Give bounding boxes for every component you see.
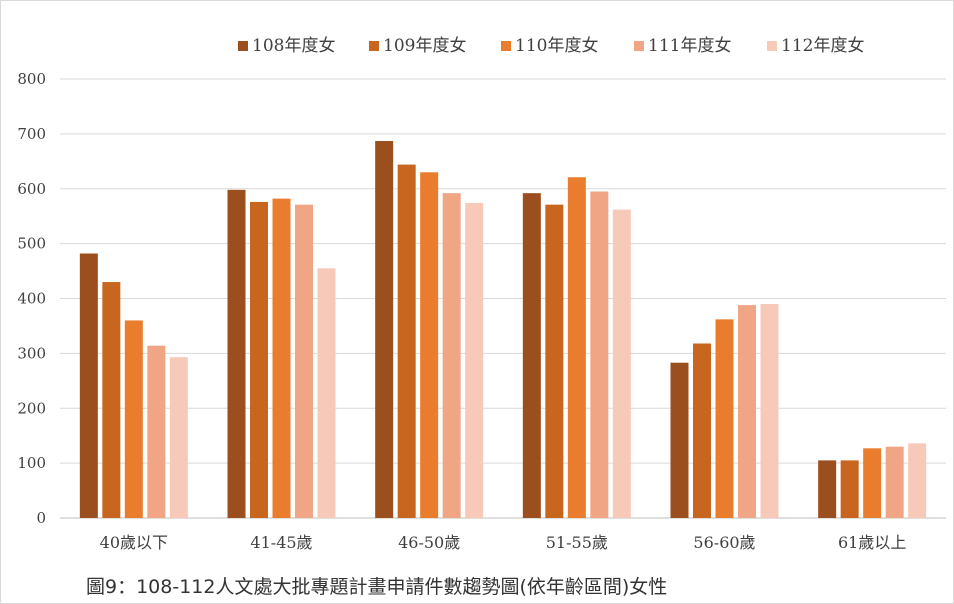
bar — [818, 460, 837, 518]
legend-label: 109年度女 — [383, 36, 466, 56]
bar — [397, 164, 416, 519]
bar — [375, 141, 394, 519]
bar — [612, 209, 631, 519]
bar — [863, 448, 882, 518]
y-tick-label: 700 — [17, 125, 46, 143]
bar — [715, 319, 734, 518]
x-category-label: 61歲以上 — [838, 533, 906, 552]
figure-caption: 圖9：108-112人文處大批專題計畫申請件數趨勢圖(依年齡區間)女性 — [86, 576, 668, 598]
legend-label: 112年度女 — [781, 36, 864, 56]
x-category-label: 46-50歲 — [398, 533, 460, 552]
legend-swatch — [369, 41, 379, 51]
y-tick-label: 200 — [17, 399, 46, 417]
bar — [840, 460, 859, 518]
y-tick-label: 600 — [17, 180, 46, 198]
bar — [272, 198, 291, 518]
bars — [79, 141, 927, 519]
bar — [590, 191, 609, 518]
bar — [169, 357, 188, 518]
bar — [908, 443, 927, 518]
bar — [522, 193, 541, 518]
bar — [102, 282, 121, 518]
bar — [670, 362, 689, 518]
y-tick-label: 0 — [36, 509, 46, 527]
legend-swatch — [238, 41, 248, 51]
bar — [227, 189, 246, 518]
x-category-label: 51-55歲 — [546, 533, 608, 552]
legend: 108年度女 109年度女 110年度女 111年度女 112年度女 — [238, 36, 864, 56]
bar — [295, 204, 313, 518]
bar — [147, 345, 166, 518]
bar — [885, 446, 904, 518]
legend-label: 111年度女 — [648, 36, 731, 56]
bar — [760, 303, 779, 518]
bar-chart: 0 100 200 300 400 500 600 700 800 40歲以下 41-45歲 46-… — [17, 36, 946, 552]
y-tick-label: 800 — [17, 70, 46, 88]
bar — [79, 253, 98, 518]
bar — [420, 172, 439, 518]
y-tick-label: 100 — [17, 454, 46, 472]
y-tick-label: 400 — [17, 290, 46, 308]
bar — [124, 320, 143, 518]
legend-swatch — [501, 41, 511, 51]
legend-label: 110年度女 — [515, 36, 598, 56]
y-tick-label: 300 — [17, 344, 46, 362]
bar — [465, 203, 484, 518]
bar — [738, 305, 756, 518]
legend-swatch — [767, 41, 777, 51]
x-axis-categories: 40歲以下 41-45歲 46-50歲 51-55歲 56-60歲 61歲以上 — [100, 533, 907, 552]
legend-label: 108年度女 — [252, 36, 335, 56]
bar — [545, 204, 564, 518]
x-category-label: 56-60歲 — [693, 533, 755, 552]
bar — [693, 343, 711, 518]
y-axis-ticks: 0 100 200 300 400 500 600 700 800 — [17, 70, 46, 527]
bar — [250, 201, 268, 519]
gridlines — [60, 78, 946, 519]
bar — [567, 177, 586, 518]
x-category-label: 41-45歲 — [250, 533, 312, 552]
x-category-label: 40歲以下 — [100, 533, 168, 552]
y-tick-label: 500 — [17, 235, 46, 253]
legend-swatch — [634, 41, 644, 51]
bar — [317, 268, 336, 518]
bar — [442, 193, 461, 518]
